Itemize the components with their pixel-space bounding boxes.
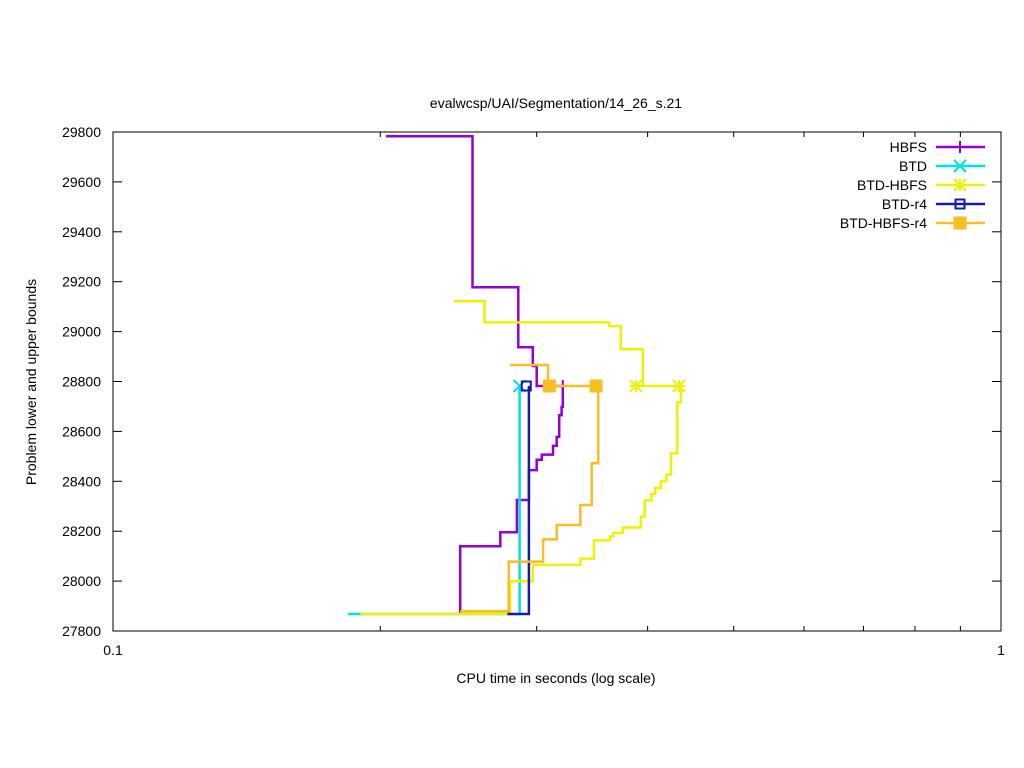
- legend-marker: [954, 198, 966, 210]
- series-lower-line: [458, 386, 565, 614]
- legend-label: BTD: [899, 158, 927, 174]
- chart-title: evalwcsp/UAI/Segmentation/14_26_s.21: [430, 95, 682, 111]
- y-tick-label: 29600: [62, 174, 101, 190]
- legend-label: HBFS: [890, 139, 927, 155]
- series-layer: [348, 134, 686, 616]
- y-axis-label: Problem lower and upper bounds: [23, 279, 39, 485]
- legend-marker: [954, 141, 966, 153]
- x-tick-label: 1: [997, 642, 1005, 658]
- legend-marker: [953, 216, 967, 230]
- series-lower-line: [348, 386, 521, 616]
- series-upper-line: [453, 299, 681, 388]
- y-axis: 27800 28000 28200 28400 28600 28800 29000 29200…: [62, 124, 1001, 639]
- x-axis: 0.1 1: [103, 132, 1005, 658]
- y-tick-label: 28600: [62, 423, 101, 439]
- y-tick-label: 28800: [62, 374, 101, 390]
- series-btd-hbfs: [360, 299, 686, 616]
- legend: HBFS BTD BTD-HBFS BTD-r4 BTD-HBFS-r4: [840, 139, 985, 231]
- y-tick-label: 27800: [62, 623, 101, 639]
- y-tick-label: 29000: [62, 324, 101, 340]
- series-point: [589, 379, 603, 393]
- y-tick-label: 29200: [62, 274, 101, 290]
- series-point: [542, 379, 556, 393]
- y-tick-label: 29800: [62, 124, 101, 140]
- series-upper-line: [510, 363, 599, 388]
- plot-frame: [112, 131, 1002, 632]
- series-btd: [348, 379, 527, 616]
- series-point: [520, 380, 532, 392]
- y-tick-label: 28400: [62, 473, 101, 489]
- x-tick-label: 0.1: [103, 642, 123, 658]
- series-upper-line: [386, 134, 563, 388]
- series-btd-hbfs-r4: [460, 363, 603, 613]
- y-tick-label: 28200: [62, 523, 101, 539]
- legend-marker: [953, 159, 967, 173]
- series-point: [629, 379, 643, 393]
- legend-label: BTD-r4: [882, 196, 927, 212]
- y-tick-label: 29400: [62, 224, 101, 240]
- legend-label: BTD-HBFS: [857, 177, 927, 193]
- series-point: [672, 379, 686, 393]
- series-hbfs: [386, 134, 569, 614]
- legend-label: BTD-HBFS-r4: [840, 215, 927, 231]
- y-tick-label: 28000: [62, 573, 101, 589]
- series-btd-r4: [507, 380, 532, 616]
- series-lower-line: [460, 386, 600, 613]
- series-lower-line: [360, 386, 683, 616]
- legend-marker: [953, 178, 967, 192]
- series-lower-line: [507, 386, 531, 616]
- x-axis-label: CPU time in seconds (log scale): [456, 670, 655, 686]
